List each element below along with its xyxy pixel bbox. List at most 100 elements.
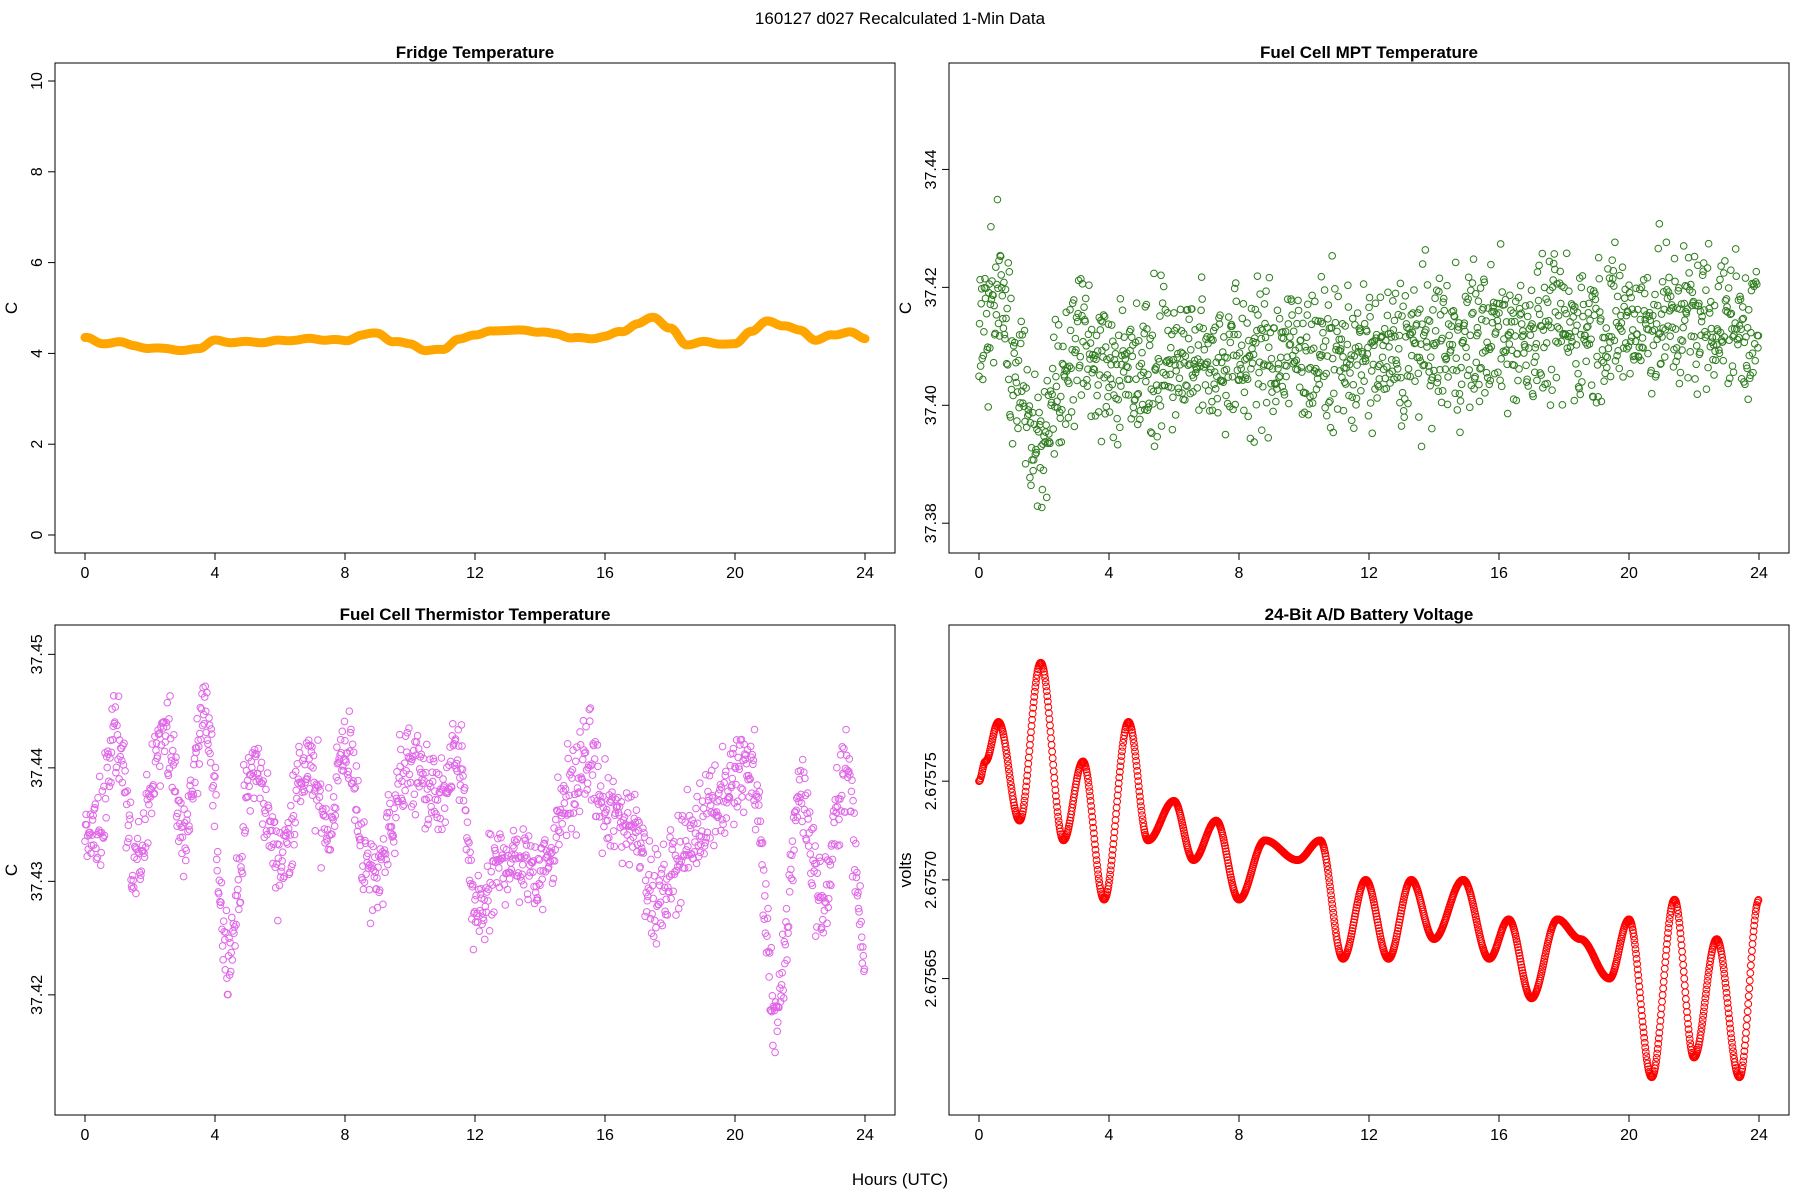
data-point xyxy=(238,852,246,861)
data-point xyxy=(1351,909,1360,918)
data-point xyxy=(1445,331,1453,340)
data-point xyxy=(1148,331,1157,340)
data-point xyxy=(1016,339,1025,348)
data-point xyxy=(433,813,441,822)
data-point xyxy=(1605,332,1613,341)
data-point xyxy=(1738,1061,1747,1070)
data-point xyxy=(734,762,743,771)
data-point xyxy=(998,291,1007,300)
data-point xyxy=(387,822,396,831)
data-point xyxy=(212,791,220,799)
data-point xyxy=(1572,341,1581,349)
data-point xyxy=(1398,388,1407,397)
data-point xyxy=(1462,353,1471,361)
data-point xyxy=(1639,276,1648,284)
data-point xyxy=(1579,300,1588,309)
data-point xyxy=(1642,1052,1651,1061)
data-point xyxy=(1242,371,1250,380)
data-point xyxy=(1029,698,1038,707)
data-point xyxy=(1719,961,1728,969)
data-point xyxy=(571,800,580,809)
data-point xyxy=(1664,929,1672,937)
data-point xyxy=(1466,331,1475,340)
data-point xyxy=(332,773,341,781)
data-point xyxy=(1236,371,1245,380)
data-point xyxy=(1371,299,1380,308)
data-point xyxy=(781,940,790,949)
data-point xyxy=(224,990,232,999)
data-point xyxy=(1205,369,1214,377)
data-point xyxy=(750,725,759,734)
data-point xyxy=(1291,346,1300,355)
data-point xyxy=(1436,311,1445,319)
data-point xyxy=(1328,904,1337,913)
data-point xyxy=(1470,385,1478,393)
data-point xyxy=(1322,858,1331,867)
data-point xyxy=(1720,969,1729,978)
data-point xyxy=(773,1027,782,1036)
data-point xyxy=(396,745,405,754)
data-point xyxy=(712,808,721,816)
data-point xyxy=(705,771,714,780)
data-point xyxy=(575,807,584,816)
data-point xyxy=(1409,336,1418,345)
data-point xyxy=(1178,349,1187,358)
data-point xyxy=(645,870,653,879)
data-point xyxy=(767,943,776,952)
data-point xyxy=(1085,281,1093,289)
panel-title: 24-Bit A/D Battery Voltage xyxy=(1265,605,1474,624)
data-point xyxy=(337,749,346,757)
data-point xyxy=(1327,895,1336,904)
data-point xyxy=(1031,450,1040,459)
data-point xyxy=(350,816,359,824)
data-point xyxy=(760,892,769,900)
data-point xyxy=(517,876,526,885)
data-point xyxy=(735,765,744,773)
data-point xyxy=(1253,326,1261,335)
data-point xyxy=(1044,391,1053,399)
data-point xyxy=(701,770,710,779)
data-point xyxy=(1434,387,1443,396)
data-point xyxy=(1260,300,1269,308)
data-point xyxy=(1545,257,1554,266)
data-point xyxy=(1114,395,1123,404)
data-point xyxy=(980,327,988,336)
data-point xyxy=(640,829,648,837)
data-point xyxy=(1347,351,1355,359)
data-point xyxy=(1142,377,1150,386)
data-point xyxy=(636,839,645,848)
data-point xyxy=(554,826,563,835)
data-point xyxy=(87,849,95,857)
data-point xyxy=(1216,311,1224,319)
data-point xyxy=(1730,1058,1739,1067)
data-point xyxy=(1047,741,1056,749)
data-point xyxy=(1518,332,1527,341)
data-point xyxy=(350,785,359,793)
data-point xyxy=(153,752,162,760)
data-point xyxy=(1512,396,1521,405)
data-point xyxy=(573,784,582,792)
data-point xyxy=(399,802,407,811)
data-point xyxy=(1010,338,1019,347)
data-point xyxy=(1193,384,1202,392)
data-point xyxy=(1218,348,1227,356)
data-point xyxy=(811,932,820,940)
data-point xyxy=(1352,394,1361,403)
data-point xyxy=(1057,438,1066,446)
data-point xyxy=(1280,388,1288,396)
data-point xyxy=(1007,784,1016,793)
x-tick-label: 12 xyxy=(466,1127,484,1144)
data-point xyxy=(1486,376,1495,385)
data-point xyxy=(544,863,553,871)
data-point xyxy=(1490,369,1499,378)
data-point xyxy=(778,968,786,977)
data-point xyxy=(1351,912,1359,921)
data-point xyxy=(291,818,299,827)
data-point xyxy=(1061,420,1070,428)
data-point xyxy=(1087,802,1096,810)
data-point xyxy=(1396,912,1405,921)
data-point xyxy=(1600,377,1608,385)
data-point xyxy=(1653,1044,1662,1053)
data-point xyxy=(824,903,832,912)
